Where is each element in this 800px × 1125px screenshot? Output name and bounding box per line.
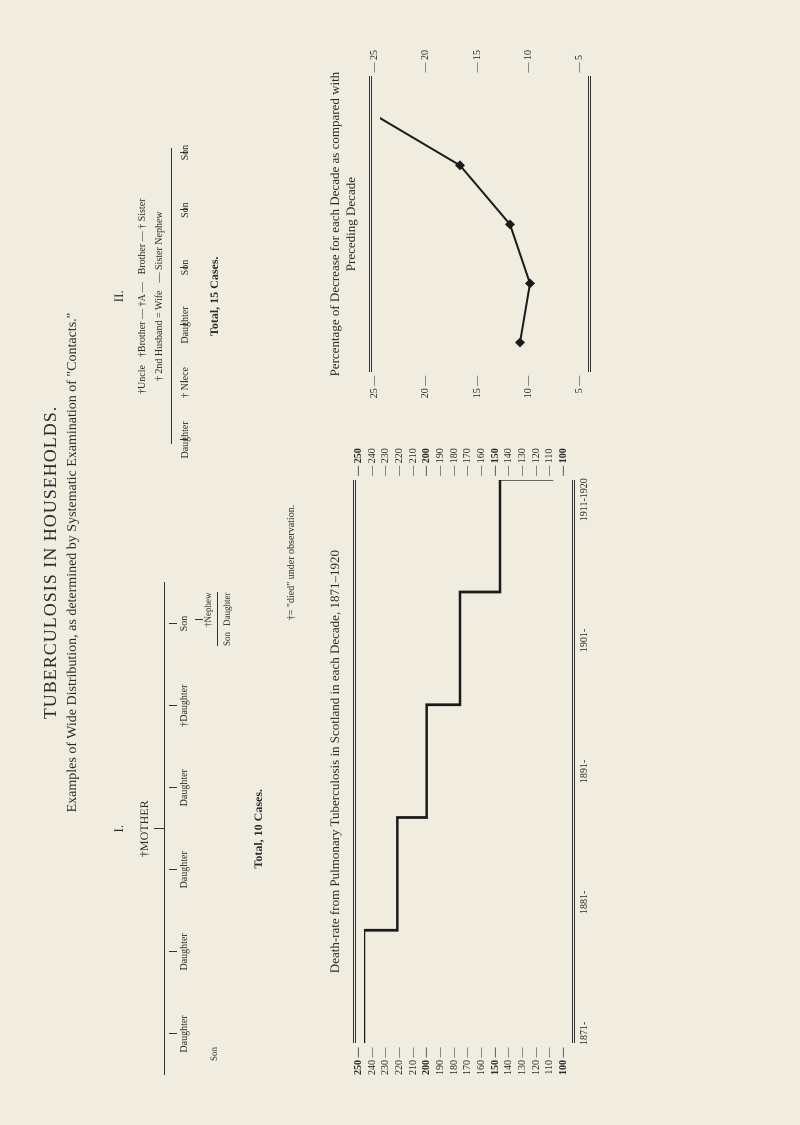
death-rate-chart: Death-rate from Pulmonary Tuberculosis i… xyxy=(327,448,591,1075)
ped-child: Daughter xyxy=(169,829,190,911)
ped-child: Son xyxy=(169,583,190,665)
pedigree-subtitle: Examples of Wide Distribution, as determ… xyxy=(65,50,81,1075)
ped-child: †Daughter xyxy=(169,665,190,747)
ped-child: Daughter xyxy=(169,993,190,1075)
total-I: Total, 10 Cases. xyxy=(251,583,266,1076)
pedigree-title: TUBERCULOSIS IN HOUSEHOLDS. xyxy=(40,50,61,1075)
ped-child: Daughter xyxy=(169,747,190,829)
pedigree-footnote: †= "died" under observation. xyxy=(286,50,297,1075)
pedigree-II: II. †Uncle†Brother — †A —Brother — † Sis… xyxy=(111,50,266,543)
percentage-chart: Percentage of Decrease for each Decade a… xyxy=(327,50,591,398)
ped-child: Daughter xyxy=(169,911,190,993)
pedigree-I: I. †MOTHER DaughterDaughterDaughterDaugh… xyxy=(111,583,266,1076)
total-II: Total, 15 Cases. xyxy=(207,50,222,543)
